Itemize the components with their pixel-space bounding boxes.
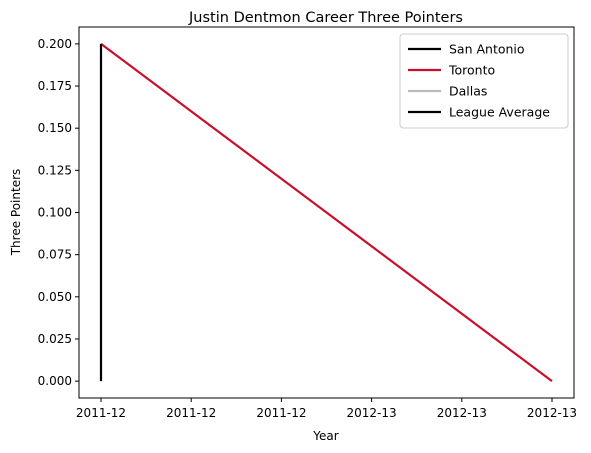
legend: San Antonio Toronto Dallas League Average bbox=[399, 33, 569, 129]
series-line-toronto bbox=[100, 42, 553, 383]
y-tick-label: 0.075 bbox=[38, 248, 72, 262]
legend-label-toronto: Toronto bbox=[448, 63, 495, 78]
y-axis-label: Three Pointers bbox=[9, 169, 23, 257]
legend-box bbox=[399, 33, 569, 129]
y-tick-label: 0.000 bbox=[38, 374, 72, 388]
y-axis: 0.000 0.025 0.050 0.075 0.100 0.125 0.150 0.175… bbox=[38, 37, 79, 388]
y-tick-label: 0.125 bbox=[38, 163, 72, 177]
legend-label-league-average: League Average bbox=[449, 105, 550, 120]
x-axis-label: Year bbox=[312, 429, 338, 443]
x-axis: 2011-12 2011-12 2011-12 2012-13 2012-13 2012-… bbox=[76, 398, 577, 420]
y-tick-label: 0.050 bbox=[38, 290, 72, 304]
x-tick-label: 2012-13 bbox=[527, 406, 577, 420]
series-layer bbox=[99, 42, 553, 383]
legend-label-dallas: Dallas bbox=[449, 84, 487, 99]
chart-title: Justin Dentmon Career Three Pointers bbox=[188, 10, 463, 26]
y-tick-label: 0.025 bbox=[38, 332, 72, 346]
y-tick-label: 0.175 bbox=[38, 79, 72, 93]
x-tick-label: 2012-13 bbox=[437, 406, 487, 420]
y-tick-label: 0.150 bbox=[38, 121, 72, 135]
x-tick-label: 2011-12 bbox=[256, 406, 306, 420]
y-tick-label: 0.100 bbox=[38, 206, 72, 220]
x-tick-label: 2011-12 bbox=[76, 406, 126, 420]
legend-label-san-antonio: San Antonio bbox=[449, 42, 525, 57]
x-tick-label: 2012-13 bbox=[347, 406, 397, 420]
x-tick-label: 2011-12 bbox=[166, 406, 216, 420]
y-tick-label: 0.200 bbox=[38, 37, 72, 51]
